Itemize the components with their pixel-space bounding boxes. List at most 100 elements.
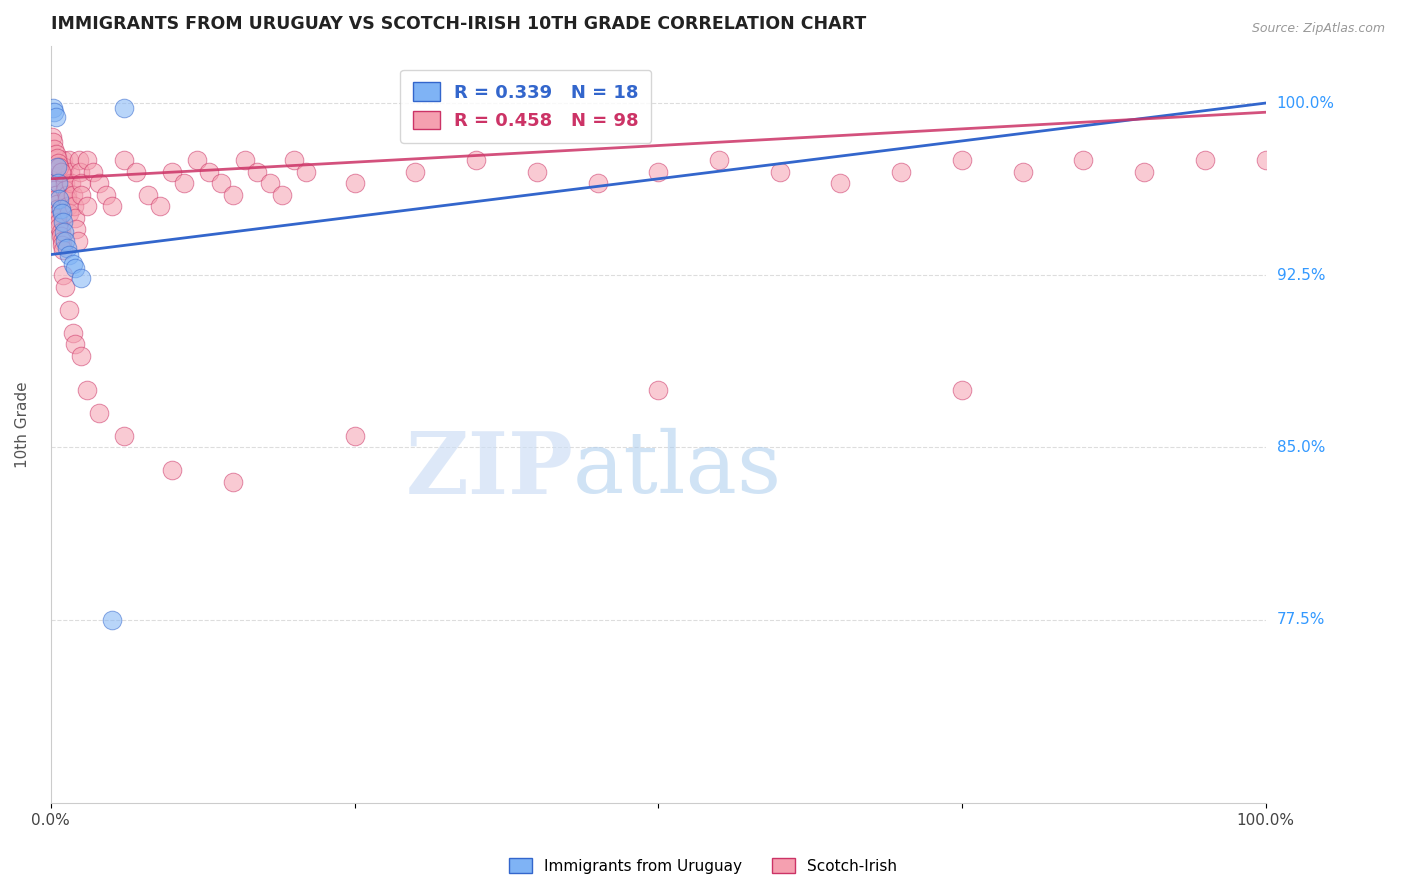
Point	[45, 202, 67, 216]
Point	[526, 165, 548, 179]
Point	[62, 257, 84, 271]
Point	[100, 199, 122, 213]
Point	[55, 187, 77, 202]
Point	[1194, 153, 1216, 168]
Text: 100.0%: 100.0%	[1277, 95, 1334, 111]
Point	[707, 153, 730, 168]
Point	[89, 406, 111, 420]
Point	[42, 101, 65, 115]
Text: 85.0%: 85.0%	[1277, 440, 1324, 455]
Point	[55, 279, 77, 293]
Text: IMMIGRANTS FROM URUGUAY VS SCOTCH-IRISH 10TH GRADE CORRELATION CHART: IMMIGRANTS FROM URUGUAY VS SCOTCH-IRISH …	[51, 15, 866, 33]
Point	[162, 463, 184, 477]
Point	[45, 110, 67, 124]
Point	[465, 153, 488, 168]
Point	[197, 165, 219, 179]
Point	[58, 302, 80, 317]
Point	[1011, 165, 1033, 179]
Point	[44, 142, 66, 156]
Point	[63, 261, 86, 276]
Point	[46, 155, 69, 169]
Point	[950, 383, 973, 397]
Point	[647, 165, 669, 179]
Point	[647, 383, 669, 397]
Point	[233, 153, 256, 168]
Text: 92.5%: 92.5%	[1277, 268, 1326, 283]
Text: ZIP: ZIP	[405, 428, 574, 512]
Point	[1073, 153, 1095, 168]
Point	[186, 153, 208, 168]
Point	[89, 177, 111, 191]
Point	[45, 193, 67, 207]
Point	[76, 199, 98, 213]
Point	[53, 225, 76, 239]
Point	[52, 243, 75, 257]
Point	[149, 199, 172, 213]
Point	[70, 270, 93, 285]
Point	[586, 177, 609, 191]
Point	[1133, 165, 1156, 179]
Point	[82, 165, 104, 179]
Point	[44, 183, 66, 197]
Point	[44, 105, 66, 120]
Point	[136, 187, 159, 202]
Point	[162, 165, 184, 179]
Point	[100, 613, 122, 627]
Point	[112, 101, 135, 115]
Point	[49, 165, 72, 179]
Point	[70, 177, 93, 191]
Point	[52, 268, 75, 283]
Point	[283, 153, 305, 168]
Point	[46, 206, 69, 220]
Point	[343, 429, 366, 443]
Point	[63, 211, 86, 225]
Point	[404, 165, 426, 179]
Point	[55, 193, 77, 207]
Point	[56, 199, 79, 213]
Point	[222, 187, 245, 202]
Point	[125, 165, 148, 179]
Point	[769, 165, 792, 179]
Point	[41, 161, 63, 175]
Point	[69, 165, 91, 179]
Y-axis label: 10th Grade: 10th Grade	[15, 381, 30, 467]
Text: Source: ZipAtlas.com: Source: ZipAtlas.com	[1251, 22, 1385, 36]
Point	[58, 153, 80, 168]
Point	[259, 177, 281, 191]
Point	[45, 197, 67, 211]
Point	[94, 187, 117, 202]
Point	[830, 177, 852, 191]
Text: 77.5%: 77.5%	[1277, 612, 1324, 627]
Point	[52, 215, 75, 229]
Point	[53, 169, 76, 184]
Point	[46, 177, 69, 191]
Point	[45, 151, 67, 165]
Point	[890, 165, 912, 179]
Point	[270, 187, 292, 202]
Point	[63, 199, 86, 213]
Point	[42, 135, 65, 149]
Point	[62, 187, 84, 202]
Point	[76, 153, 98, 168]
Point	[55, 241, 77, 255]
Point	[70, 349, 93, 363]
Legend: Immigrants from Uruguay, Scotch-Irish: Immigrants from Uruguay, Scotch-Irish	[502, 852, 904, 880]
Point	[66, 234, 89, 248]
Point	[55, 183, 77, 197]
Point	[49, 229, 72, 244]
Point	[76, 383, 98, 397]
Point	[63, 337, 86, 351]
Point	[246, 165, 269, 179]
Point	[55, 234, 77, 248]
Point	[58, 206, 80, 220]
Point	[45, 187, 67, 202]
Point	[295, 165, 318, 179]
Point	[48, 193, 70, 207]
Point	[49, 225, 72, 239]
Point	[44, 177, 66, 191]
Point	[49, 202, 72, 216]
Point	[53, 161, 76, 175]
Point	[48, 161, 70, 175]
Point	[51, 206, 73, 220]
Point	[173, 177, 195, 191]
